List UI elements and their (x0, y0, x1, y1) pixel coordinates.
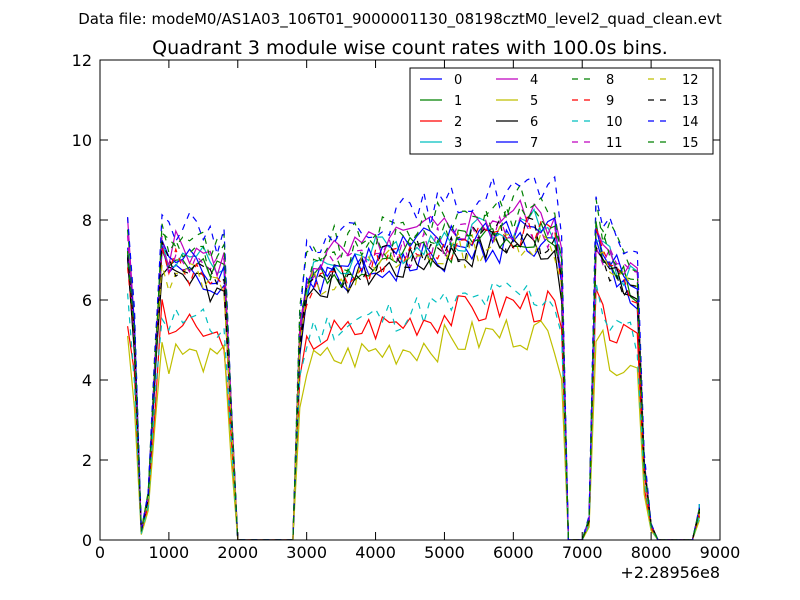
chart-suptitle: Data file: modeM0/AS1A03_106T01_90000011… (78, 10, 722, 29)
series-line-10 (127, 281, 700, 540)
series-line-2 (127, 288, 700, 540)
series-line-12 (127, 225, 700, 540)
y-tick-label: 6 (82, 291, 92, 310)
series-line-9 (127, 216, 700, 540)
legend-label: 7 (530, 136, 538, 151)
legend-label: 14 (682, 115, 699, 130)
x-tick-label: 0 (95, 543, 105, 562)
legend-label: 13 (682, 94, 699, 109)
series-line-0 (127, 228, 700, 540)
series-line-5 (127, 318, 700, 540)
series-line-13 (127, 216, 700, 540)
legend-box (409, 67, 714, 155)
legend-label: 12 (682, 73, 699, 88)
x-tick-label: 5000 (424, 543, 465, 562)
series-line-4 (127, 199, 700, 540)
legend-label: 2 (454, 115, 462, 130)
legend-label: 9 (606, 94, 614, 109)
y-tick-label: 2 (82, 451, 92, 470)
legend-label: 11 (606, 136, 623, 151)
x-tick-label: 8000 (631, 543, 672, 562)
x-tick-label: 3000 (286, 543, 327, 562)
series-line-6 (127, 230, 700, 540)
series-line-7 (127, 217, 700, 540)
x-tick-label: 7000 (562, 543, 603, 562)
legend-label: 5 (530, 94, 538, 109)
y-tick-label: 10 (72, 131, 92, 150)
series-line-11 (127, 214, 700, 540)
legend-label: 10 (606, 115, 623, 130)
legend-label: 4 (530, 73, 538, 88)
x-tick-label: 2000 (217, 543, 258, 562)
x-offset-label: +2.28956e8 (620, 563, 720, 582)
x-tick-label: 4000 (355, 543, 396, 562)
y-tick-label: 4 (82, 371, 92, 390)
x-tick-label: 9000 (700, 543, 741, 562)
legend-label: 3 (454, 136, 462, 151)
x-tick-label: 6000 (493, 543, 534, 562)
axis-ticks: 0 1000 2000 3000 4000 5000 6000 7000 8000 9000 0 2 4… (72, 51, 741, 562)
x-tick-label: 1000 (149, 543, 190, 562)
series-layer (127, 175, 700, 540)
series-line-14 (127, 175, 700, 540)
legend-label: 8 (606, 73, 614, 88)
legend-label: 6 (530, 115, 538, 130)
y-tick-label: 0 (82, 531, 92, 550)
legend-label: 0 (454, 73, 462, 88)
legend-label: 15 (682, 136, 699, 151)
y-tick-label: 12 (72, 51, 92, 70)
y-tick-label: 8 (82, 211, 92, 230)
legend-label: 1 (454, 94, 462, 109)
chart-title: Quadrant 3 module wise count rates with … (152, 37, 668, 59)
series-line-15 (127, 204, 700, 540)
